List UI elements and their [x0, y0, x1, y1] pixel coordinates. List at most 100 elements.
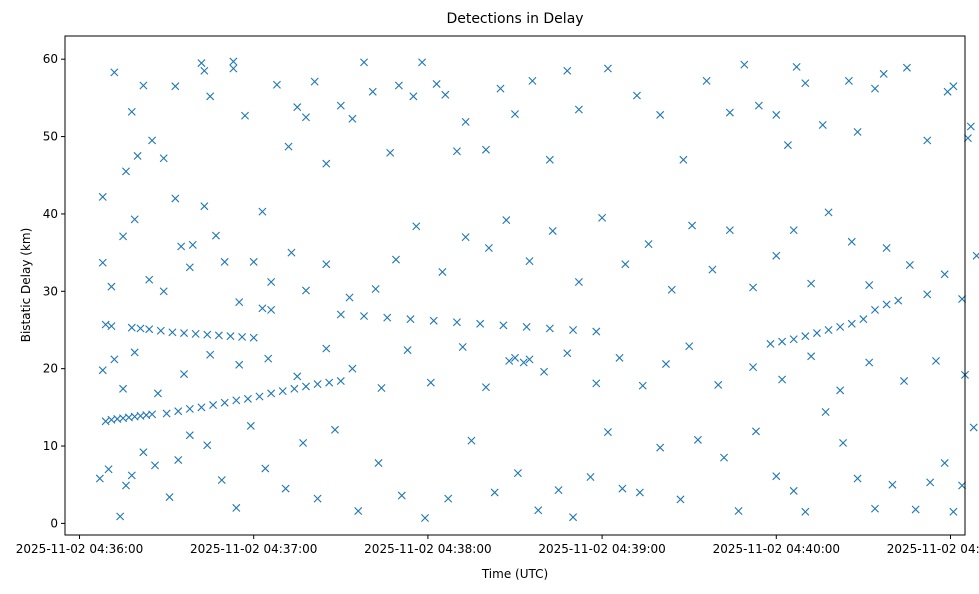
data-point [322, 159, 331, 168]
y-tick-label: 20 [43, 362, 58, 376]
data-point [232, 396, 241, 405]
data-point [281, 484, 290, 493]
data-point [127, 107, 136, 116]
data-point [667, 285, 676, 294]
data-point [151, 461, 159, 470]
data-point [360, 312, 369, 321]
data-point [879, 69, 888, 78]
x-axis-label: Time (UTC) [481, 567, 548, 581]
data-point [569, 513, 578, 522]
data-point [246, 421, 255, 430]
data-point [685, 342, 694, 351]
data-point [772, 472, 781, 481]
data-point [502, 216, 511, 225]
data-point [821, 408, 830, 416]
data-point [452, 147, 461, 156]
x-tick-label: 2025-11-02 04:41:00 [887, 542, 979, 556]
data-point [586, 472, 595, 481]
data-point [926, 478, 935, 487]
data-point [519, 358, 528, 367]
data-point [293, 103, 302, 112]
data-point [185, 263, 194, 272]
data-point [598, 213, 607, 222]
data-point [322, 260, 331, 269]
data-point [206, 350, 215, 359]
data-point [783, 141, 792, 150]
data-point [98, 192, 107, 201]
data-point [525, 257, 534, 266]
data-point [859, 315, 868, 324]
data-point [931, 356, 940, 365]
data-point [116, 512, 125, 521]
data-point [766, 339, 775, 348]
data-point [490, 488, 499, 497]
data-point [540, 367, 549, 376]
data-point [119, 232, 128, 241]
data-point [522, 322, 531, 331]
data-point [331, 425, 339, 434]
data-point [301, 286, 310, 295]
data-point [958, 295, 967, 304]
data-point [734, 507, 743, 516]
data-point [824, 325, 833, 334]
data-point [429, 316, 438, 325]
data-point [220, 257, 229, 266]
data-point [403, 346, 412, 355]
data-point [635, 488, 644, 497]
data-point [656, 110, 665, 119]
x-tick-label: 2025-11-02 04:36:00 [16, 542, 143, 556]
data-point [171, 82, 180, 91]
data-point [98, 366, 107, 375]
data-point [888, 480, 897, 489]
data-point [725, 108, 734, 117]
data-point [484, 243, 493, 252]
data-point [418, 58, 427, 67]
data-point [188, 240, 197, 249]
data-point [203, 441, 212, 450]
x-tick-label: 2025-11-02 04:37:00 [190, 542, 317, 556]
data-point [545, 155, 554, 164]
data-point [720, 453, 729, 462]
data-point [267, 389, 276, 398]
data-point [882, 243, 891, 252]
data-point [574, 278, 583, 287]
data-point [966, 122, 975, 131]
data-point [177, 242, 186, 251]
data-point [156, 326, 165, 335]
data-point [693, 435, 702, 444]
data-point [548, 226, 557, 235]
data-point [871, 504, 879, 513]
data-point [153, 389, 162, 398]
data-point [197, 59, 206, 68]
data-point [467, 436, 476, 445]
data-point [409, 92, 418, 101]
data-point [476, 319, 485, 328]
data-point [644, 240, 653, 249]
data-point [322, 344, 331, 353]
data-point [139, 448, 148, 457]
data-point [127, 323, 136, 332]
data-point [145, 325, 154, 334]
data-point [110, 355, 119, 364]
data-point [511, 353, 519, 362]
data-point [272, 80, 281, 89]
data-point [171, 194, 180, 203]
data-point [853, 127, 862, 136]
data-point [287, 248, 296, 257]
data-point [200, 202, 209, 211]
data-point [615, 353, 624, 362]
data-point [534, 506, 543, 515]
data-point [421, 513, 429, 522]
data-point [394, 81, 403, 90]
data-point [505, 356, 514, 365]
data-point [824, 208, 833, 217]
data-point [714, 380, 723, 389]
data-point [836, 386, 845, 395]
data-point [206, 92, 215, 101]
data-point [801, 507, 810, 516]
data-point [426, 378, 435, 387]
data-point [386, 148, 395, 157]
data-point [958, 481, 967, 490]
data-point [679, 155, 688, 164]
data-point [130, 348, 139, 357]
